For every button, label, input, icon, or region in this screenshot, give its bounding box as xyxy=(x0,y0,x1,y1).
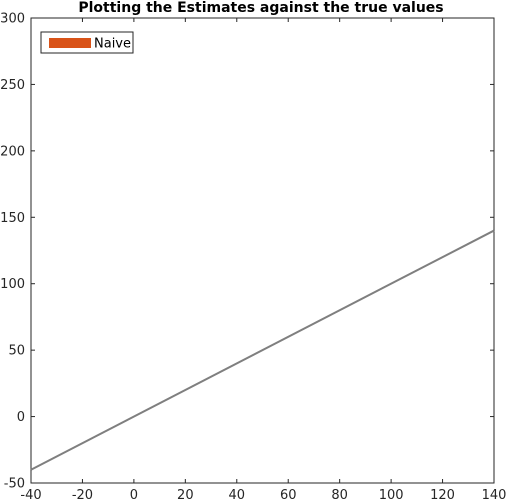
y-tick-label: 200 xyxy=(0,144,25,159)
series-line xyxy=(30,229,495,471)
y-tick-label: 300 xyxy=(0,12,25,27)
plot-area xyxy=(30,17,495,484)
x-axis: -40 -20 0 20 40 60 80 100 120 140 xyxy=(20,18,506,503)
chart-title: Plotting the Estimates against the true … xyxy=(78,0,443,16)
y-tick-label: 100 xyxy=(0,277,25,292)
x-tick-label: 20 xyxy=(177,488,194,503)
y-tick-label: 0 xyxy=(17,410,25,425)
x-tick-label: 80 xyxy=(331,488,348,503)
x-tick-label: 100 xyxy=(379,488,404,503)
legend-label: Naive xyxy=(94,37,131,52)
x-tick-label: -20 xyxy=(72,488,93,503)
legend: Naive xyxy=(40,31,134,54)
y-tick-label: 150 xyxy=(0,211,25,226)
x-tick-label: 0 xyxy=(130,488,138,503)
y-tick-label: 50 xyxy=(8,344,25,359)
x-tick-label: 120 xyxy=(430,488,455,503)
x-tick-label: -40 xyxy=(20,488,41,503)
y-axis: -50 0 50 100 150 200 250 300 xyxy=(0,12,494,492)
x-tick-label: 40 xyxy=(229,488,246,503)
y-tick-label: 250 xyxy=(0,78,25,93)
x-tick-label: 60 xyxy=(280,488,297,503)
x-tick-label: 140 xyxy=(482,488,506,503)
y-tick-label: -50 xyxy=(4,477,25,492)
legend-swatch xyxy=(49,38,91,48)
series-layer xyxy=(30,229,495,471)
